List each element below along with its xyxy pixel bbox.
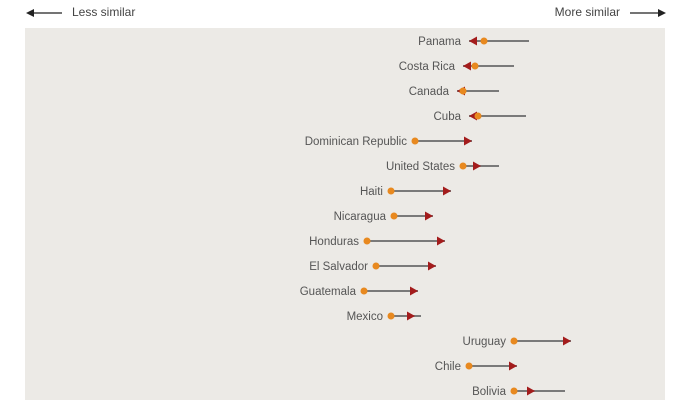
chart-row: Guatemala xyxy=(300,286,418,298)
start-dot xyxy=(465,362,473,370)
arrow-marker xyxy=(425,211,433,221)
chart-row: Chile xyxy=(435,361,517,373)
country-label: Bolivia xyxy=(472,386,506,398)
start-dot xyxy=(390,212,398,220)
start-dot xyxy=(387,187,395,195)
start-dot xyxy=(480,37,488,45)
country-label: Uruguay xyxy=(463,336,507,348)
chart-row: Haiti xyxy=(360,186,451,198)
chart-row: Cuba xyxy=(434,111,526,123)
arrow-marker xyxy=(473,161,481,171)
more-similar-label: More similar xyxy=(554,5,620,19)
right-arrow-icon xyxy=(630,9,666,17)
chart-row: Uruguay xyxy=(463,336,571,348)
start-dot xyxy=(372,262,380,270)
chart-row: Nicaragua xyxy=(334,211,433,223)
arrow-marker xyxy=(469,36,477,46)
left-arrow-icon xyxy=(26,9,62,17)
country-label: Panama xyxy=(418,36,461,48)
start-dot xyxy=(387,312,395,320)
arrow-marker xyxy=(428,261,436,271)
country-label: Guatemala xyxy=(300,286,357,298)
dot-arrow-chart: Panama Costa Rica Canada Cuba Dominican Repu… xyxy=(300,36,571,398)
chart-panel: Panama Costa Rica Canada Cuba Dominican Repu… xyxy=(25,28,665,400)
start-dot xyxy=(360,287,368,295)
country-label: Cuba xyxy=(434,111,462,123)
country-label: Costa Rica xyxy=(399,61,456,73)
chart-row: Canada xyxy=(409,86,499,98)
arrow-marker xyxy=(464,136,472,146)
arrow-marker xyxy=(407,311,415,321)
country-label: Dominican Republic xyxy=(305,136,408,148)
start-dot xyxy=(510,337,518,345)
chart-row: Mexico xyxy=(347,311,421,323)
arrow-marker xyxy=(463,61,471,71)
arrow-marker xyxy=(443,186,451,196)
less-similar-label: Less similar xyxy=(72,5,136,19)
arrow-marker xyxy=(509,361,517,371)
arrow-marker xyxy=(563,336,571,346)
country-label: United States xyxy=(386,161,455,173)
chart-header: Less similar More similar xyxy=(0,0,680,26)
chart-row: El Salvador xyxy=(309,261,436,273)
country-label: Mexico xyxy=(347,311,383,323)
chart-row: Bolivia xyxy=(472,386,565,398)
chart-row: Costa Rica xyxy=(399,61,514,73)
start-dot xyxy=(474,112,482,120)
start-dot xyxy=(459,162,467,170)
start-dot xyxy=(459,87,467,95)
chart-row: Panama xyxy=(418,36,529,48)
start-dot xyxy=(471,62,479,70)
country-label: Haiti xyxy=(360,186,383,198)
country-label: Canada xyxy=(409,86,450,98)
country-label: El Salvador xyxy=(309,261,368,273)
chart-row: United States xyxy=(386,161,499,173)
country-label: Honduras xyxy=(309,236,359,248)
arrow-marker xyxy=(527,386,535,396)
start-dot xyxy=(363,237,371,245)
start-dot xyxy=(510,387,518,395)
chart-row: Honduras xyxy=(309,236,445,248)
country-label: Nicaragua xyxy=(334,211,387,223)
arrow-marker xyxy=(437,236,445,246)
chart-row: Dominican Republic xyxy=(305,136,472,148)
country-label: Chile xyxy=(435,361,461,373)
start-dot xyxy=(411,137,419,145)
arrow-marker xyxy=(410,286,418,296)
arrow-marker xyxy=(469,111,477,121)
